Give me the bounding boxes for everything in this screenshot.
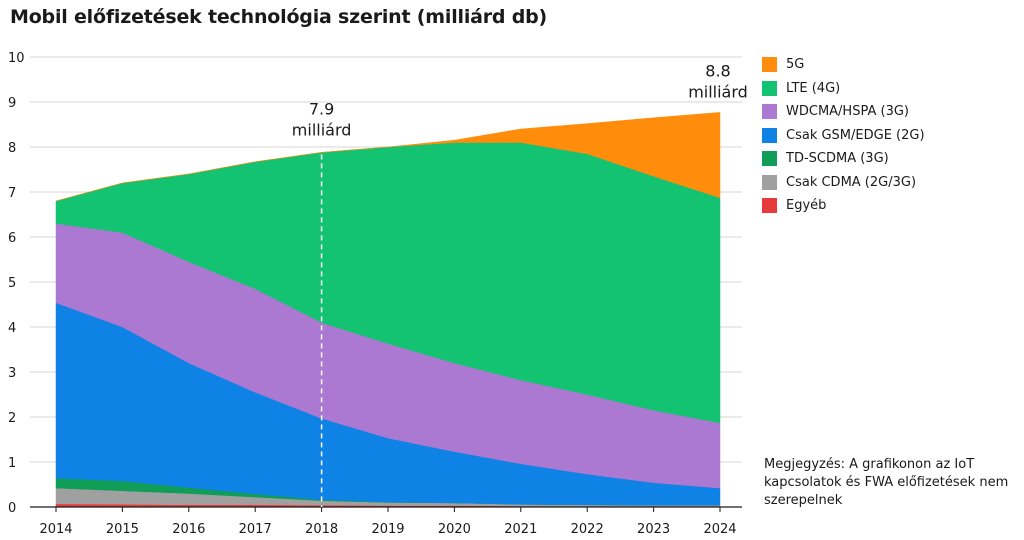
legend-item: WDCMA/HSPA (3G) xyxy=(762,100,925,124)
legend-swatch xyxy=(762,127,777,143)
legend-label: WDCMA/HSPA (3G) xyxy=(786,104,909,120)
annotation-unit: milliárd xyxy=(292,120,352,139)
area-5g xyxy=(55,112,721,202)
legend-label: Csak GSM/EDGE (2G) xyxy=(786,127,925,143)
x-tick-label: 2022 xyxy=(571,522,604,537)
x-tick-label: 2017 xyxy=(239,522,272,537)
chart-title: Mobil előfizetések technológia szerint (… xyxy=(10,6,548,28)
x-tick-label: 2014 xyxy=(39,522,72,537)
legend-swatch xyxy=(762,80,777,96)
x-tick-label: 2019 xyxy=(371,522,404,537)
y-tick-label: 10 xyxy=(8,51,25,66)
x-tick-label: 2015 xyxy=(106,522,139,537)
y-tick-label: 6 xyxy=(8,231,16,246)
legend-label: 5G xyxy=(786,57,805,73)
legend-swatch xyxy=(762,57,777,73)
y-tick-label: 3 xyxy=(8,366,16,381)
y-tick-label: 5 xyxy=(8,276,16,291)
legend-label: Egyéb xyxy=(786,198,827,214)
x-tick-label: 2018 xyxy=(305,522,338,537)
legend-swatch xyxy=(762,174,777,190)
y-tick-label: 4 xyxy=(8,321,16,336)
x-tick-label: 2024 xyxy=(703,522,736,537)
y-tick-label: 8 xyxy=(8,141,16,156)
legend-item: 5G xyxy=(762,53,925,77)
legend-item: Csak CDMA (2G/3G) xyxy=(762,171,925,195)
x-tick-label: 2021 xyxy=(504,522,537,537)
legend-label: Csak CDMA (2G/3G) xyxy=(786,174,917,190)
legend-swatch xyxy=(762,198,777,214)
legend-item: Csak GSM/EDGE (2G) xyxy=(762,124,925,148)
area-series xyxy=(55,112,721,508)
y-tick-label: 1 xyxy=(8,456,16,471)
y-tick-label: 2 xyxy=(8,411,16,426)
annotation-unit: milliárd xyxy=(688,82,748,101)
axes: 0 1 2 3 4 5 6 7 8 9 10 2014 2015 2016 2017 2018 2019 2020… xyxy=(8,51,742,537)
y-tick-label: 9 xyxy=(8,96,16,111)
legend-label: LTE (4G) xyxy=(786,80,841,96)
annotation-value: 8.8 xyxy=(705,61,730,80)
legend-item: TD-SCDMA (3G) xyxy=(762,147,925,171)
legend-swatch xyxy=(762,104,777,120)
x-tick-label: 2023 xyxy=(637,522,670,537)
x-tick-label: 2016 xyxy=(172,522,205,537)
legend-swatch xyxy=(762,151,777,167)
legend-item: Egyéb xyxy=(762,194,925,218)
chart-note: Megjegyzés: A grafikonon az IoT kapcsola… xyxy=(764,457,1009,508)
legend: 5G LTE (4G) WDCMA/HSPA (3G) Csak GSM/EDGE (… xyxy=(762,53,925,218)
legend-item: LTE (4G) xyxy=(762,77,925,101)
annotation-value: 7.9 xyxy=(309,99,334,118)
legend-label: TD-SCDMA (3G) xyxy=(786,151,889,167)
x-tick-label: 2020 xyxy=(438,522,471,537)
annotations: 7.9 milliárd 8.8 milliárd xyxy=(292,61,748,507)
y-tick-label: 7 xyxy=(8,186,16,201)
y-tick-label: 0 xyxy=(8,501,16,516)
